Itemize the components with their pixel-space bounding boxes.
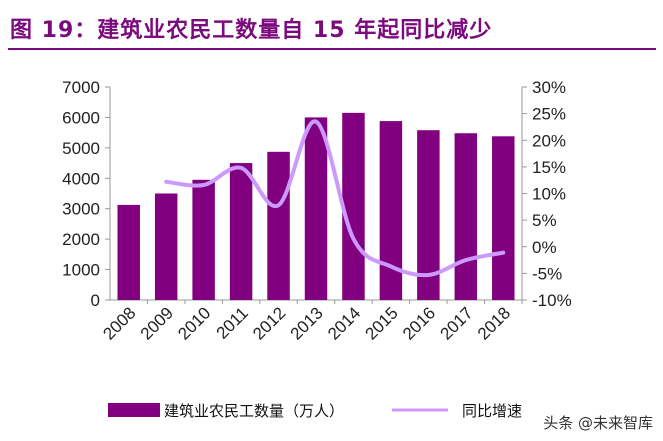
right-tick-label: 20% [532, 131, 566, 150]
legend-bar-label: 建筑业农民工数量（万人） [164, 402, 344, 420]
x-tick-label: 2016 [399, 303, 439, 343]
x-tick-label: 2009 [137, 303, 177, 343]
left-tick-label: 0 [91, 291, 100, 310]
x-tick-label: 2012 [249, 303, 289, 343]
x-tick-label: 2015 [362, 303, 402, 343]
left-tick-label: 6000 [62, 108, 100, 127]
legend-line-label: 同比增速 [462, 402, 522, 420]
left-tick-label: 4000 [62, 169, 100, 188]
growth-line [164, 119, 506, 278]
x-tick-label: 2011 [213, 303, 252, 342]
bar-2017 [454, 133, 478, 300]
bar-2013 [304, 117, 328, 300]
left-tick-label: 1000 [62, 261, 100, 280]
x-tick-label: 2018 [474, 303, 514, 343]
bar-2012 [267, 151, 290, 300]
right-tick-label: 0% [532, 238, 557, 257]
right-tick-label: 30% [532, 78, 566, 97]
bar-2014 [342, 112, 365, 300]
bar-2015 [379, 121, 403, 300]
left-tick-label: 3000 [62, 200, 100, 219]
right-tick-label: -5% [532, 264, 562, 283]
x-tick-label: 2017 [436, 303, 476, 343]
bar-2008 [117, 204, 140, 300]
x-tick-label: 2008 [99, 303, 139, 343]
legend-bar-swatch [108, 403, 160, 417]
right-tick-label: 10% [532, 185, 566, 204]
bar-2018 [492, 136, 515, 300]
left-tick-label: 5000 [62, 139, 100, 158]
bar-2009 [154, 193, 178, 300]
x-tick-label: 2013 [287, 303, 327, 343]
right-tick-label: 5% [532, 211, 557, 230]
right-tick-label: -10% [532, 291, 572, 310]
chart-title: 图 19：建筑业农民工数量自 15 年起同比减少 [10, 18, 493, 43]
bar-2011 [229, 163, 253, 300]
title-divider [8, 48, 656, 50]
x-tick-label: 2010 [174, 303, 214, 343]
right-tick-label: 15% [532, 158, 566, 177]
bar-2016 [417, 130, 440, 300]
x-tick-label: 2014 [324, 303, 364, 343]
left-tick-label: 7000 [62, 78, 100, 97]
bar-2010 [192, 179, 215, 300]
watermark: 头条 @未来智库 [543, 414, 653, 432]
left-tick-label: 2000 [62, 230, 100, 249]
right-tick-label: 25% [532, 105, 566, 124]
